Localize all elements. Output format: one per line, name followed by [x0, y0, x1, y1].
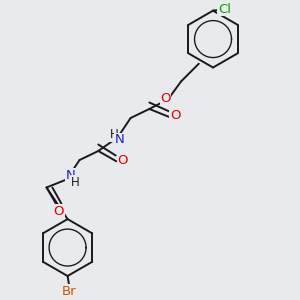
Text: Cl: Cl: [218, 2, 231, 16]
Text: Br: Br: [62, 285, 76, 298]
Text: H: H: [71, 176, 80, 188]
Text: N: N: [114, 134, 124, 146]
Text: O: O: [170, 109, 181, 122]
Text: O: O: [118, 154, 128, 166]
Text: H: H: [110, 128, 118, 141]
Text: O: O: [160, 92, 171, 105]
Text: N: N: [66, 169, 75, 182]
Text: O: O: [54, 205, 64, 218]
